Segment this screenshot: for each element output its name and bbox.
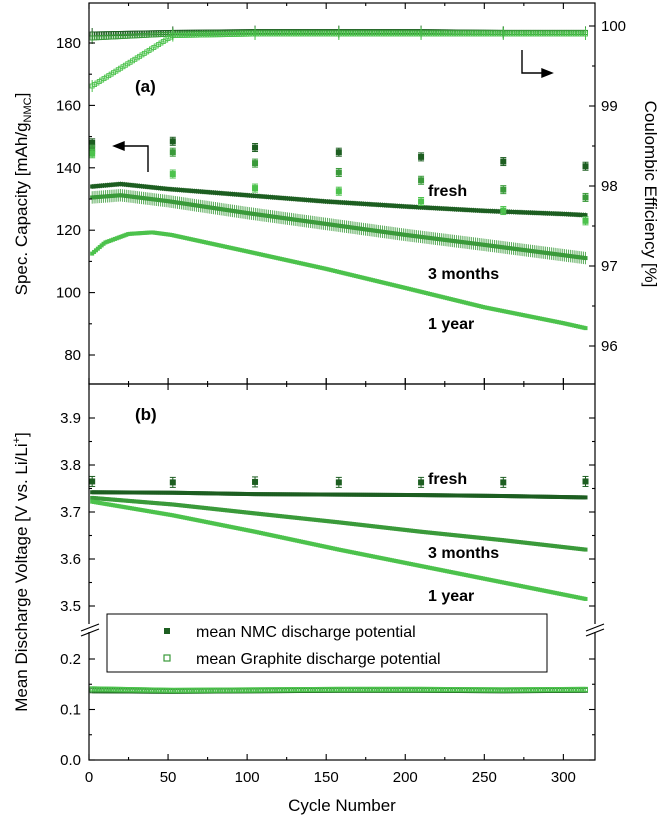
legend: mean NMC discharge potential mean Graphi… [106,613,548,673]
y-tick-label-voltage: 3.6 [60,551,81,568]
axis-ticks: 0 50 100 150 200 250 300 80 100 120 140 160 180 96 97 9… [56,3,626,786]
checkup-point [169,149,176,156]
y-axis-title-capacity: Spec. Capacity [mAh/gNMC] [12,93,34,296]
ann-b-fresh: fresh [428,471,467,488]
x-tick-label: 0 [85,769,93,786]
checkup-point [169,138,176,145]
ann-b-1year: 1 year [428,588,474,605]
y-axis-title-voltage: Mean Discharge Voltage [V vs. Li/Li+] [11,432,31,712]
panel-b-label: (b) [135,405,157,424]
x-tick-label: 200 [393,769,418,786]
legend-marker-graphite [163,654,171,662]
y-tick-label-voltage-lower: 0.1 [60,702,81,719]
y-tick-label-capacity: 180 [56,35,81,52]
y-tick-label-efficiency: 100 [601,18,626,35]
panel-a-frame [88,2,596,385]
x-axis-title: Cycle Number [288,796,396,815]
ann-a-3months: 3 months [428,266,499,283]
ann-a-fresh: fresh [428,183,467,200]
capacity-3-months [90,189,588,265]
x-tick-label: 100 [235,769,260,786]
y-tick-label-capacity: 140 [56,160,81,177]
y-tick-label-voltage: 3.9 [60,410,81,427]
checkup-point [89,139,96,146]
checkup-point [169,479,176,486]
y-tick-label-capacity: 160 [56,97,81,114]
legend-label-nmc: mean NMC discharge potential [196,624,416,641]
checkup-point [89,478,96,485]
y-tick-label-capacity: 120 [56,222,81,239]
checkup-point [169,171,176,178]
point [583,596,588,601]
y-tick-label-capacity: 80 [64,347,81,364]
capacity-1-year [90,230,588,331]
right-arrow-marker [521,50,554,79]
plot-marks [89,25,589,694]
checkup-point [252,160,259,167]
checkup-point [582,163,589,170]
capacity-checkup-1-year [89,149,589,226]
ann-a-1year: 1 year [428,316,474,333]
nmc-potential-1-year [90,499,588,601]
y-tick-label-voltage: 3.7 [60,504,81,521]
checkup-point [418,198,425,205]
checkup-point [335,188,342,195]
legend-marker-nmc [164,628,170,634]
checkup-point [418,177,425,184]
nmc-checkup [89,475,589,488]
y-tick-label-efficiency: 96 [601,338,618,355]
point [583,326,588,331]
y-tick-label-voltage-lower: 0.0 [60,752,81,769]
efficiency-errorbars-1-year [91,28,587,92]
checkup-point [582,217,589,224]
x-tick-label: 150 [314,769,339,786]
ann-b-3months: 3 months [428,545,499,562]
x-tick-label: 250 [472,769,497,786]
capacity-checkup-fresh [89,136,589,171]
y-tick-label-voltage: 3.5 [60,598,81,615]
checkup-point [500,186,507,193]
checkup-point [500,207,507,214]
point [583,686,588,692]
left-arrow-marker [112,140,149,172]
efficiency-1-year [89,31,588,89]
x-tick-label: 50 [160,769,177,786]
capacity-fresh [90,181,588,218]
point [583,547,588,552]
y-tick-label-voltage-lower: 0.2 [60,651,81,668]
legend-label-graphite: mean Graphite discharge potential [196,651,441,668]
checkup-point [418,479,425,486]
panel-b-frame [88,383,596,761]
y-tick-label-efficiency: 97 [601,258,618,275]
panel-a-label: (a) [135,77,156,96]
checkup-point [252,185,259,192]
checkup-point [252,478,259,485]
y-tick-label-efficiency: 98 [601,178,618,195]
checkup-point [582,194,589,201]
legend-box [106,613,548,673]
checkup-point [89,150,96,157]
y-tick-label-voltage: 3.8 [60,457,81,474]
checkup-point [252,144,259,151]
checkup-point [335,479,342,486]
checkup-point [335,149,342,156]
point [583,495,588,500]
axis-break-marks [80,623,605,637]
nmc-potential-fresh [90,490,588,500]
checkup-point [335,169,342,176]
checkup-point [89,146,96,153]
nmc-potential-3-months [90,495,588,552]
checkup-point [500,158,507,165]
checkup-point [582,478,589,485]
point [583,213,588,218]
graphite-potential-1-year [89,686,588,693]
y-axis-title-efficiency: Coulombic Efficiency [%] [641,101,658,288]
checkup-point [418,153,425,160]
y-tick-label-capacity: 100 [56,285,81,302]
checkup-point [500,479,507,486]
x-tick-label: 300 [551,769,576,786]
y-tick-label-efficiency: 99 [601,98,618,115]
point [583,256,588,261]
